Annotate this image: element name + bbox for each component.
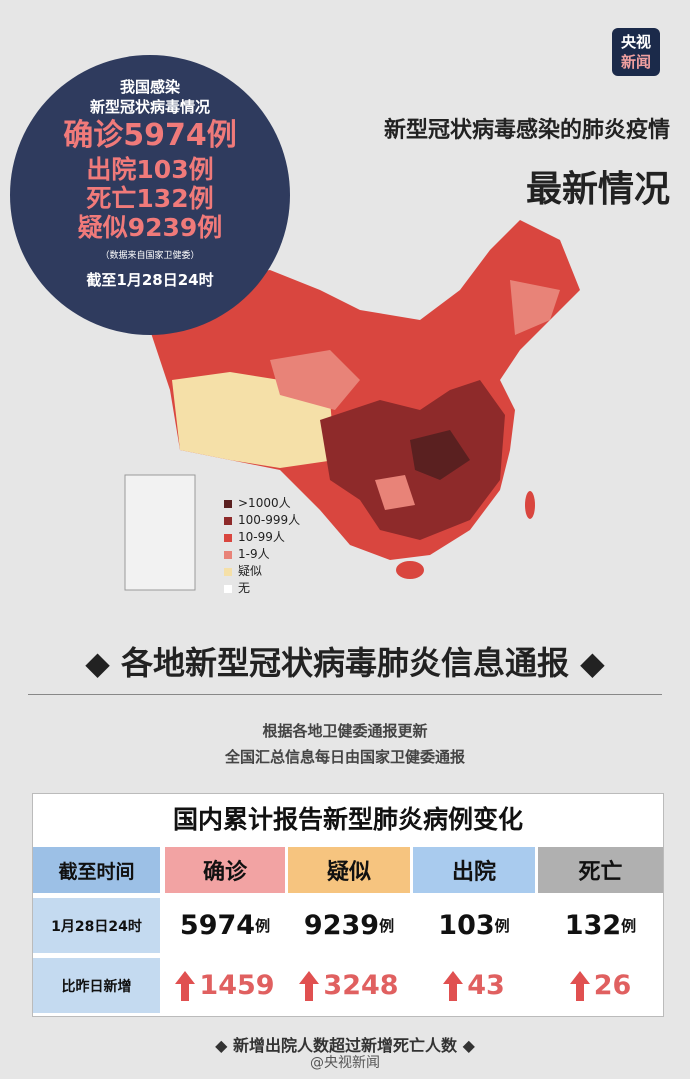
circle-title: 我国感染 xyxy=(119,78,180,96)
table: 国内累计报告新型肺炎病例变化 截至时间 确诊 疑似 出院 死亡 1月28日24时 5974 例… xyxy=(32,793,664,1017)
value-cell: 5974 例 xyxy=(165,898,285,953)
row-label: 1月28日24时 xyxy=(33,898,160,953)
increase-value: 26 xyxy=(593,970,632,1001)
watermark: @央视新闻 xyxy=(310,1055,380,1071)
map-region xyxy=(510,280,560,335)
table-title: 国内累计报告新型肺炎病例变化 xyxy=(172,805,523,834)
headline: 最新情况 xyxy=(525,169,670,210)
suspected: 疑似9239例 xyxy=(77,213,223,242)
increase-value: 43 xyxy=(467,970,505,1001)
map-region xyxy=(375,475,415,510)
up-arrow xyxy=(443,970,464,1001)
total-value: 9239 xyxy=(303,910,380,941)
logo-text: 央视 xyxy=(620,33,651,51)
total-value: 132 xyxy=(564,910,622,941)
total-value: 5974 xyxy=(179,910,256,941)
legend-item: 10-99人 xyxy=(224,528,285,545)
header-cell: 出院 xyxy=(413,847,535,893)
section-title: ◆ 各地新型冠状病毒肺炎信息通报 ◆ xyxy=(85,644,605,682)
unit: 例 xyxy=(379,917,395,935)
circle-title: 新型冠状病毒情况 xyxy=(89,98,210,116)
increase-value: 1459 xyxy=(199,970,275,1001)
headline: 新型冠状病毒感染的肺炎疫情 xyxy=(383,118,670,143)
legend-item: 1-9人 xyxy=(224,545,270,562)
map-region xyxy=(320,380,505,540)
footer: ◆ 新增出院人数超过新增死亡人数 ◆ xyxy=(215,1036,475,1055)
map-region xyxy=(410,430,470,480)
logo: 央视 新闻 xyxy=(612,28,660,76)
source: （数据来自国家卫健委） xyxy=(100,251,200,261)
legend-item: >1000人 xyxy=(224,494,291,511)
legend-swatch xyxy=(224,516,232,525)
row-label: 比昨日新增 xyxy=(33,958,160,1013)
legend-swatch xyxy=(224,499,232,508)
note: 全国汇总信息每日由国家卫健委通报 xyxy=(224,748,465,766)
up-arrow-shape xyxy=(175,970,196,1001)
legend-swatch xyxy=(224,567,232,576)
footer-text: 新增出院人数超过新增死亡人数 xyxy=(232,1036,457,1055)
legend-label: 疑似 xyxy=(238,564,263,578)
legend-label: 10-99人 xyxy=(238,530,285,544)
value-cell: 9239 例 xyxy=(288,898,410,953)
legend-label: 无 xyxy=(238,581,251,595)
deaths: 死亡132例 xyxy=(86,184,214,213)
map-island xyxy=(525,491,535,519)
header-cell: 死亡 xyxy=(538,847,663,893)
up-arrow xyxy=(175,970,196,1001)
legend-label: 100-999人 xyxy=(238,513,301,527)
header-cell: 截至时间 xyxy=(33,847,160,893)
unit: 例 xyxy=(255,917,271,935)
legend-swatch xyxy=(224,550,232,559)
value-cell: 132 例 xyxy=(538,898,663,953)
up-arrow xyxy=(569,970,590,1001)
increase-value: 3248 xyxy=(323,970,399,1001)
as-of: 截至1月28日24时 xyxy=(86,271,214,289)
total-value: 103 xyxy=(438,910,495,941)
map-inset xyxy=(124,474,196,591)
legend-label: 1-9人 xyxy=(238,547,270,561)
map-region xyxy=(270,350,360,410)
header-cell: 确诊 xyxy=(165,847,285,893)
value-cell: 43 xyxy=(413,958,535,1013)
unit: 例 xyxy=(621,917,637,935)
value-cell: 3248 xyxy=(288,958,410,1013)
section-title-text: 各地新型冠状病毒肺炎信息通报 xyxy=(120,644,569,682)
summary-circle: 我国感染 新型冠状病毒情况 确诊5974例 出院103例 死亡132例 疑似92… xyxy=(10,55,290,335)
value-cell: 103 例 xyxy=(413,898,535,953)
map-island xyxy=(396,561,424,579)
note: 根据各地卫健委通报更新 xyxy=(262,722,428,740)
legend-item: 100-999人 xyxy=(224,511,300,528)
legend-swatch xyxy=(224,584,232,593)
header-cell: 疑似 xyxy=(288,847,410,893)
legend-swatch xyxy=(224,533,232,542)
divider xyxy=(28,694,662,695)
discharged: 出院103例 xyxy=(86,155,214,184)
up-arrow xyxy=(299,970,320,1001)
legend-item: 疑似 xyxy=(224,562,262,579)
confirmed: 确诊5974例 xyxy=(63,118,237,153)
legend-label: >1000人 xyxy=(238,496,291,510)
legend-item: 无 xyxy=(224,579,250,596)
value-cell: 1459 xyxy=(165,958,285,1013)
up-arrow-shape xyxy=(299,970,320,1001)
up-arrow-shape xyxy=(569,970,590,1001)
logo-text: 新闻 xyxy=(620,53,651,71)
map xyxy=(124,220,580,591)
unit: 例 xyxy=(494,917,510,935)
up-arrow-shape xyxy=(443,970,464,1001)
value-cell: 26 xyxy=(538,958,663,1013)
